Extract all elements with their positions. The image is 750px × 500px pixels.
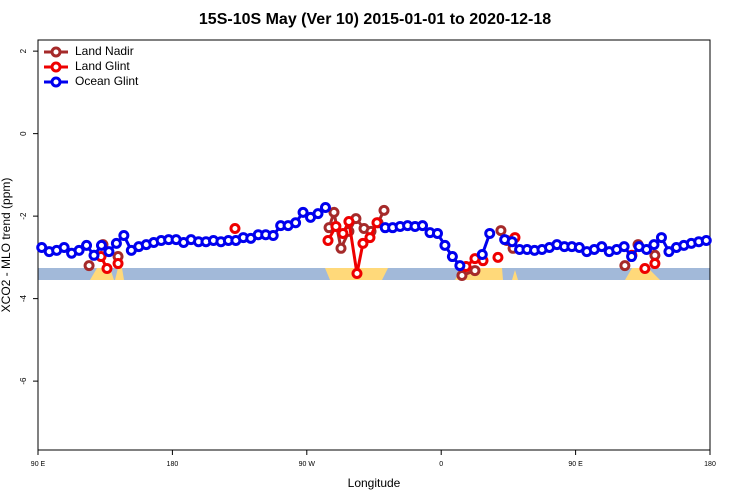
data-point bbox=[319, 201, 331, 213]
data-point bbox=[343, 215, 355, 227]
x-tick-label: 180 bbox=[167, 461, 179, 468]
data-point bbox=[290, 217, 302, 229]
y-tick-label: 0 bbox=[19, 131, 28, 136]
data-point bbox=[81, 239, 93, 251]
data-point bbox=[58, 241, 70, 253]
data-point bbox=[371, 217, 383, 229]
data-point bbox=[297, 206, 309, 218]
data-point bbox=[492, 251, 504, 263]
x-axis-label: Longitude bbox=[348, 476, 401, 490]
data-point bbox=[618, 241, 630, 253]
data-point bbox=[639, 263, 651, 275]
data-point bbox=[648, 239, 660, 251]
data-point bbox=[328, 206, 340, 218]
data-point bbox=[267, 230, 279, 242]
data-point bbox=[456, 270, 468, 282]
x-tick-label: 180 bbox=[704, 461, 716, 468]
data-point bbox=[351, 267, 363, 279]
data-point bbox=[439, 239, 451, 251]
data-point bbox=[469, 265, 481, 277]
legend-label: Land Nadir bbox=[75, 44, 134, 58]
data-point bbox=[88, 249, 100, 261]
data-point bbox=[335, 242, 347, 254]
data-point bbox=[83, 260, 95, 272]
data-point bbox=[626, 251, 638, 263]
data-point bbox=[229, 223, 241, 235]
data-point bbox=[337, 227, 349, 239]
data-point bbox=[101, 263, 113, 275]
data-point bbox=[655, 232, 667, 244]
data-point bbox=[596, 241, 608, 253]
data-point bbox=[322, 234, 334, 246]
data-point bbox=[378, 204, 390, 216]
data-point bbox=[649, 258, 661, 270]
chart-title: 15S-10S May (Ver 10) 2015-01-01 to 2020-… bbox=[199, 11, 551, 28]
x-tick-label: 90 W bbox=[299, 461, 316, 468]
data-point bbox=[95, 239, 107, 251]
data-point bbox=[417, 220, 429, 232]
data-point bbox=[330, 220, 342, 232]
data-point bbox=[506, 236, 518, 248]
data-point bbox=[476, 248, 488, 260]
data-point bbox=[364, 232, 376, 244]
x-tick-label: 90 E bbox=[568, 461, 583, 468]
land-mask bbox=[512, 270, 518, 280]
data-point bbox=[484, 227, 496, 239]
legend-marker bbox=[50, 76, 62, 88]
data-point bbox=[495, 225, 507, 237]
data-point bbox=[641, 244, 653, 256]
legend-marker bbox=[50, 61, 62, 73]
data-point bbox=[454, 260, 466, 272]
data-point bbox=[103, 246, 115, 258]
data-point bbox=[112, 258, 124, 270]
x-tick-label: 0 bbox=[439, 461, 443, 468]
y-tick-label: -6 bbox=[19, 377, 28, 385]
x-tick-label: 90 E bbox=[31, 461, 46, 468]
data-point bbox=[619, 260, 631, 272]
data-point bbox=[446, 251, 458, 263]
legend-label: Land Glint bbox=[75, 59, 130, 73]
data-point bbox=[110, 237, 122, 249]
y-tick-label: -2 bbox=[19, 212, 28, 220]
legend-label: Ocean Glint bbox=[75, 74, 139, 88]
data-point bbox=[312, 208, 324, 220]
data-point bbox=[700, 234, 712, 246]
y-tick-label: -4 bbox=[19, 295, 28, 303]
land-mask bbox=[625, 268, 660, 280]
data-point bbox=[357, 237, 369, 249]
data-point bbox=[118, 230, 130, 242]
legend-marker bbox=[50, 46, 62, 58]
y-axis-label: XCO2 - MLO trend (ppm) bbox=[0, 178, 13, 313]
y-tick-label: 2 bbox=[19, 48, 28, 53]
land-mask bbox=[115, 268, 124, 280]
data-point bbox=[431, 227, 443, 239]
data-point bbox=[73, 244, 85, 256]
